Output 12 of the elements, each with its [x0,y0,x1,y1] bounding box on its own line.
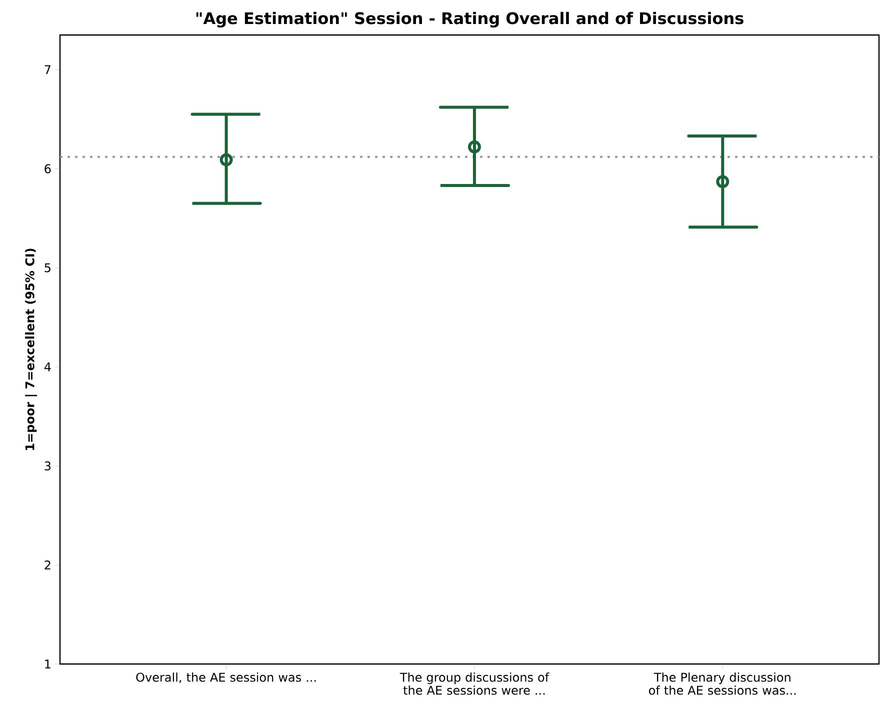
y-axis-title: 1=poor | 7=excellent (95% CI) [25,248,38,450]
y-tick-label: 2 [44,560,50,570]
x-tick-label: Overall, the AE session was ... [136,672,316,684]
x-tick-label: The Plenary discussion of the AE sessions was... [649,672,796,695]
chart-title: "Age Estimation" Session - Rating Overall and of Discussions [196,12,744,28]
y-tick-label: 6 [44,164,51,174]
y-tick-label: 7 [44,65,50,74]
y-tick-label: 5 [44,263,50,272]
y-tick-label: 1 [45,660,50,668]
y-tick-label: 4 [44,362,51,372]
y-tick-label: 3 [44,461,51,470]
x-tick-label: The group discussions of the AE sessions were ... [400,672,550,695]
